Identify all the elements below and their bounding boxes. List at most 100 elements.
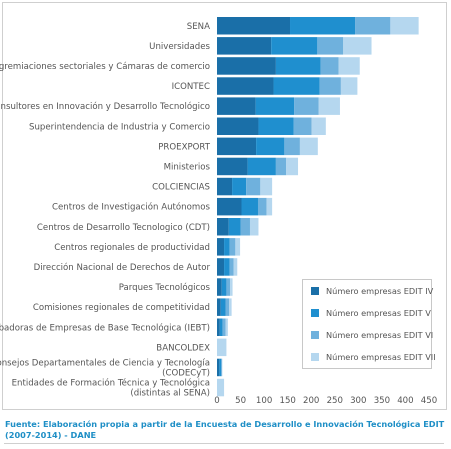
bar-segment-series-3 [246,177,261,196]
bar-segment-series-1 [217,197,242,216]
category-label: Centros de Desarrollo Tecnologico (CDT) [37,223,210,233]
bar-segment-series-2 [258,117,294,135]
bottom-divider [4,443,444,444]
category-label: Consejos Departamentales de Ciencia y Te… [0,359,210,379]
bar-segment-series-3 [240,218,250,236]
legend-label-edit-vi: Número empresas EDIT VI [326,330,434,340]
bar-segment-series-2 [232,177,247,196]
bar-segment-series-1 [217,117,259,135]
bar-segment-series-4 [230,278,233,296]
bar-segment-series-2 [241,197,258,216]
x-tick-label: 400 [397,396,413,406]
category-label: Dirección Nacional de Derechos de Autor [34,262,211,273]
bar-segment-series-1 [217,318,220,336]
bar-segment-series-2 [247,157,276,176]
category-label: Ministerios [164,163,211,173]
bar-segment-series-4 [217,338,227,357]
bar-segment-series-3 [319,77,341,95]
bar-segment-series-3 [284,137,300,156]
bar-segment-series-1 [217,17,291,35]
bar-segment-series-3 [229,238,236,256]
bar-segment-series-3 [294,97,319,115]
bar-segment-series-3 [229,258,234,276]
category-label: Centros de Investigación Autónomos [52,202,211,213]
category-label: Parques Tecnológicos [119,282,211,293]
stacked-bar-chart: SENA Universidades Agremiaciones sectorial… [0,17,437,406]
category-label: Agremiaciones sectoriales y Cámaras de c… [0,62,210,72]
chart-legend: Número empresas EDIT IV Número empresas … [302,279,436,369]
bar-segment-series-2 [256,137,285,156]
bar-segment-series-2 [224,258,230,276]
bar-segment-series-1 [217,77,274,95]
bar-segment-series-1 [217,157,248,176]
category-label: ICONTEC [172,82,210,92]
bar-segment-series-1 [217,37,272,55]
bar-segment-series-2 [219,318,223,336]
bar-segment-series-4 [318,97,340,115]
chart-frame [2,2,447,410]
category-label: Universidades [149,42,210,52]
bar-segment-series-4 [235,238,241,256]
category-label: SENA [187,22,210,32]
bar-segment-series-3 [317,37,344,55]
bar-segment-series-2 [224,238,230,256]
bar-segment-series-3 [275,157,287,176]
bar-segment-series-4 [338,57,360,75]
bar-segment-series-2 [219,358,222,377]
bar-segment-series-1 [217,137,257,156]
legend-swatch-edit-vi [311,331,319,339]
bar-segment-series-3 [222,318,226,336]
legend-label-edit-vii: Número empresas EDIT VII [326,352,436,362]
bar-segment-series-1 [217,57,276,75]
x-tick-label: 0 [214,396,219,406]
bar-segment-series-2 [290,17,356,35]
legend-swatch-edit-iv [311,287,319,295]
x-tick-label: 150 [279,396,295,406]
x-tick-label: 50 [235,396,246,406]
bar-segment-series-2 [273,77,320,95]
bar-segment-series-3 [225,298,230,316]
bar-segment-series-2 [255,97,295,115]
bar-segment-series-3 [221,358,223,377]
category-label: COLCIENCIAS [152,183,210,193]
bar-segment-series-4 [229,298,232,316]
category-label: Centros regionales de productividad [54,243,210,253]
bar-segment-series-3 [293,117,312,135]
x-tick-label: 200 [303,396,319,406]
x-tick-label: 100 [256,396,272,406]
bar-segment-series-1 [217,258,225,276]
bar-segment-series-2 [275,57,321,75]
legend-label-edit-v: Número empresas EDIT V [326,308,431,318]
category-label: Comisiones regionales de competitividad [33,303,210,313]
bar-segment-series-4 [225,318,228,336]
bar-segment-series-4 [217,378,225,397]
bar-segment-series-4 [260,177,273,196]
bar-segment-series-2 [228,218,241,236]
legend-swatch-edit-vii [311,353,319,361]
legend-swatch-edit-v [311,309,319,317]
bar-segment-series-4 [299,137,318,156]
legend-item-edit-v: Número empresas EDIT V [311,307,431,319]
x-tick-label: 450 [421,396,437,406]
bar-segment-series-1 [217,298,221,316]
bar-segment-series-4 [311,117,326,135]
x-tick-label: 300 [350,396,366,406]
bar-segment-series-4 [390,17,419,35]
bar-segment-series-1 [217,177,233,196]
legend-label-edit-iv: Número empresas EDIT IV [326,286,434,296]
category-label: Consultores en Innovación y Desarrollo T… [0,101,210,112]
bar-segment-series-1 [217,238,225,256]
category-label: BANCOLDEX [156,343,210,353]
legend-item-edit-vii: Número empresas EDIT VII [311,351,436,363]
category-label: Incubadoras de Empresas de Base Tecnológ… [0,322,210,333]
category-label: PROEXPORT [158,142,211,152]
bar-segment-series-1 [217,358,220,377]
category-label: Entidades de Formación Técnica y Tecnoló… [12,378,210,399]
bar-segment-series-3 [320,57,339,75]
bar-segment-series-1 [217,278,222,296]
bar-segment-series-1 [217,218,229,236]
legend-item-edit-iv: Número empresas EDIT IV [311,285,433,297]
bar-segment-series-4 [340,77,358,95]
bar-segment-series-4 [286,157,299,176]
bar-segment-series-4 [249,218,259,236]
